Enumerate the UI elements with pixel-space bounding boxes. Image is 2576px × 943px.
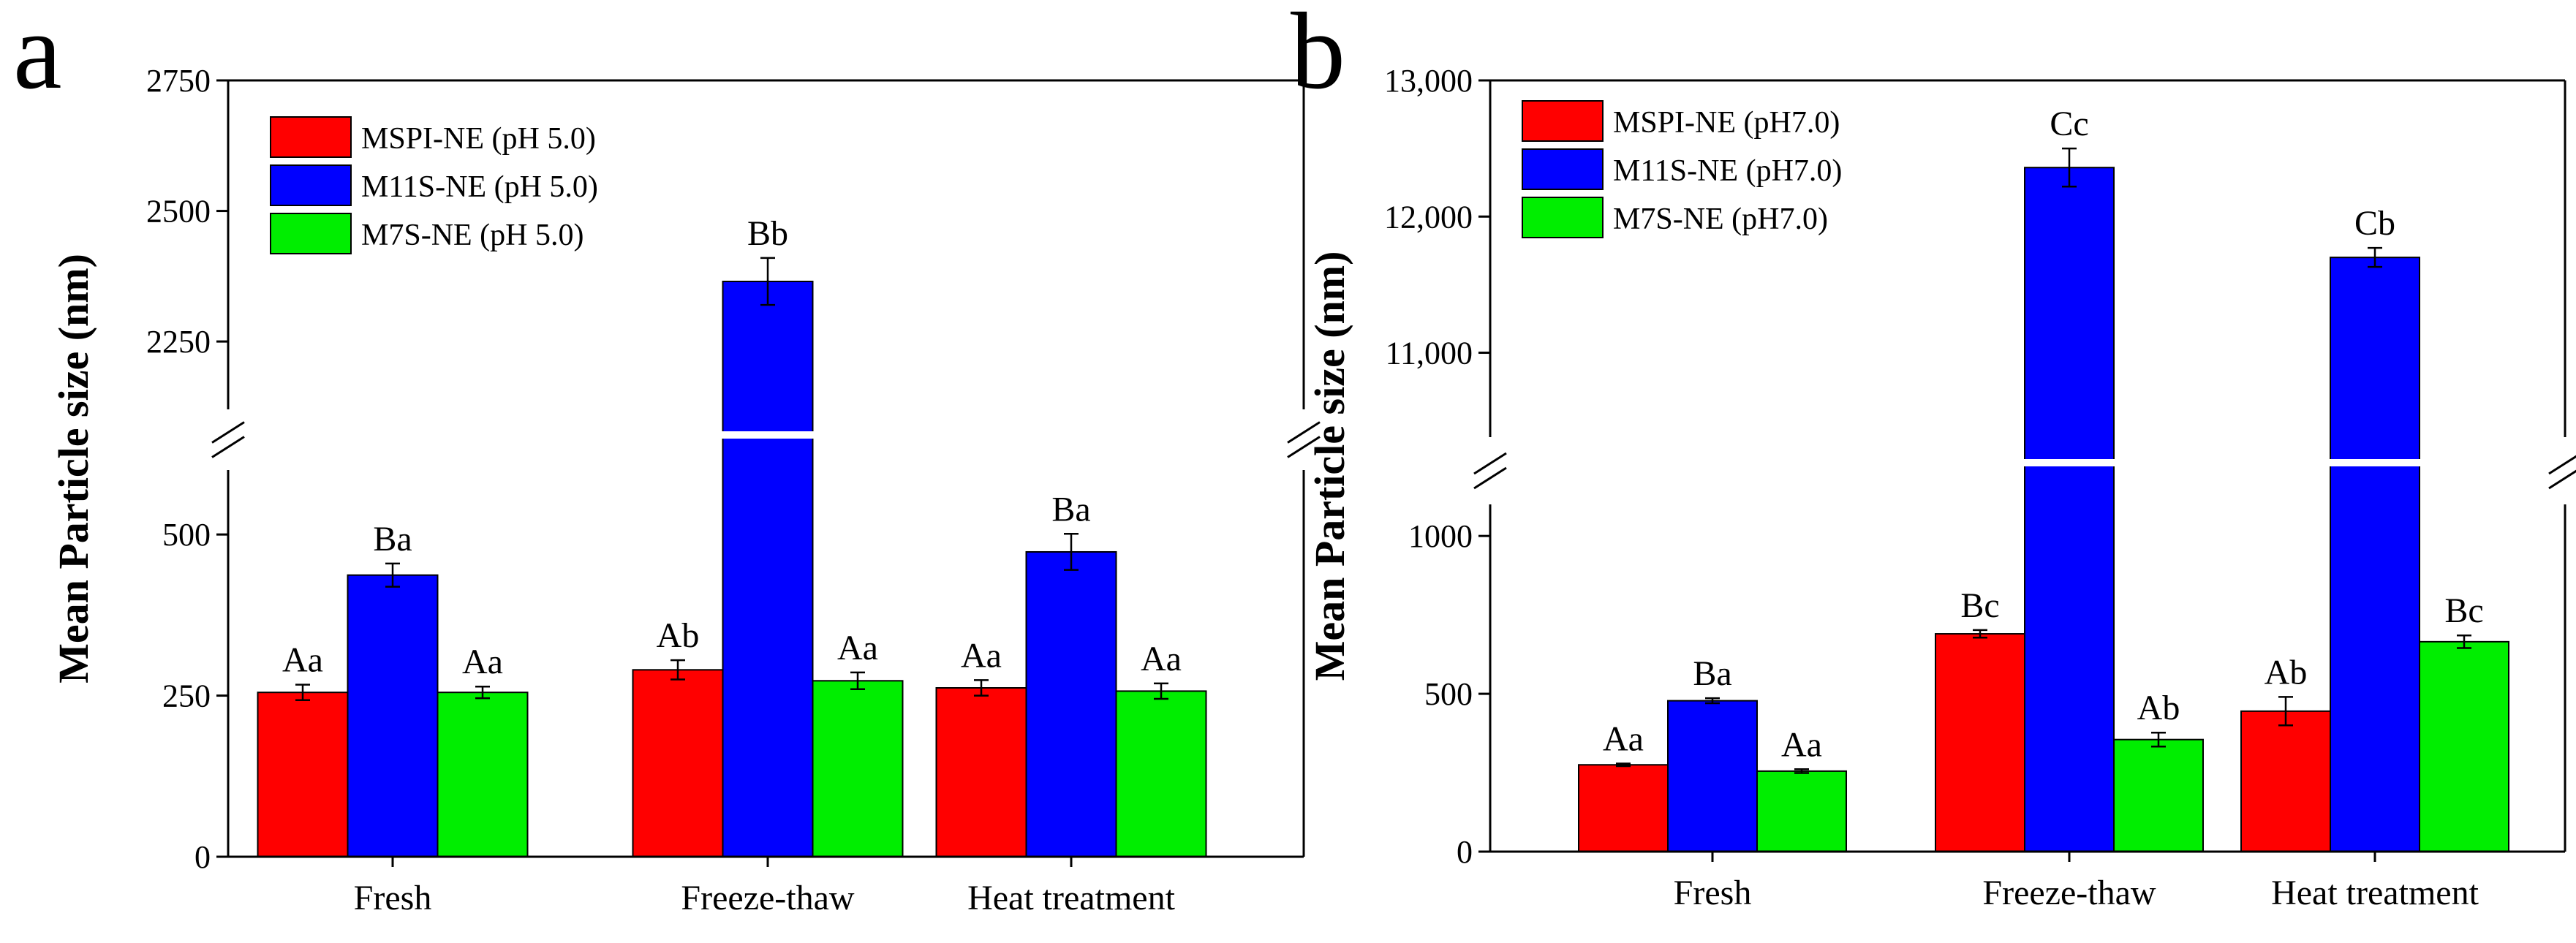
panel-letter: a [13, 0, 62, 112]
bar-m11s-ne-2 [1025, 550, 1117, 857]
chart-panel-b: b Mean Particle size (nm) Aa Bc Ab Ba Cc Cb Aa Ab… [1291, 0, 2576, 912]
bar-m7s-ne-2 [1115, 690, 1207, 858]
y-tick-label: 500 [1424, 676, 1473, 712]
significance-label: Aa [1603, 720, 1644, 759]
y-tick-label: 2750 [146, 63, 211, 99]
significance-label: Aa [462, 643, 503, 681]
y-tick-label: 2500 [146, 194, 211, 230]
x-tick-label: Heat treatment [967, 879, 1176, 917]
legend-label: MSPI-NE (pH 5.0) [361, 122, 596, 156]
significance-label: Aa [1781, 725, 1822, 764]
x-tick-label: Freeze-thaw [1982, 874, 2156, 912]
bar-mspi-ne-1 [632, 669, 724, 857]
bar-m7s-ne-0 [1756, 770, 1847, 852]
significance-label: Ba [373, 520, 412, 558]
axis-break-mark [1473, 466, 1507, 490]
y-tick-label: 0 [1457, 834, 1473, 870]
axis-break-gap [230, 431, 1302, 439]
bar-m7s-ne-0 [437, 692, 529, 857]
y-tick-label: 13,000 [1384, 63, 1473, 99]
legend-swatch [1522, 100, 1604, 142]
bar-mspi-ne-2 [935, 687, 1027, 858]
legend-swatch [270, 116, 352, 158]
y-tick-label: 250 [162, 678, 211, 714]
x-tick-label: Fresh [354, 879, 432, 917]
bar-mspi-ne-0 [257, 692, 349, 857]
y-tick-label: 11,000 [1386, 336, 1473, 371]
axis-break-mark [1287, 436, 1321, 458]
y-tick-label: 2250 [146, 324, 211, 360]
legend-label: M11S-NE (pH7.0) [1613, 154, 1842, 188]
bar-m11s-ne-2 [2330, 257, 2420, 852]
significance-label: Cc [2050, 105, 2088, 143]
significance-label: Aa [282, 641, 323, 680]
bar-m7s-ne-1 [812, 680, 904, 857]
legend-label: M11S-NE (pH 5.0) [361, 170, 598, 204]
significance-label: Cb [2354, 204, 2395, 243]
bar-m7s-ne-1 [2113, 738, 2204, 852]
y-tick-label: 1000 [1408, 518, 1473, 554]
significance-label: Ab [2137, 689, 2180, 727]
y-axis-label: Mean Particle size (nm) [50, 254, 97, 683]
significance-label: Bc [1960, 586, 1999, 625]
bar-mspi-ne-2 [2240, 710, 2331, 852]
significance-label: Ba [1051, 490, 1090, 529]
significance-label: Aa [961, 636, 1002, 675]
panel-letter: b [1291, 0, 1345, 112]
bar-m11s-ne-0 [1667, 700, 1758, 852]
legend-swatch [1522, 197, 1604, 238]
significance-label: Bb [747, 214, 788, 253]
y-tick-label: 500 [162, 517, 211, 553]
significance-label: Ab [2265, 653, 2308, 692]
significance-label: Aa [1141, 640, 1182, 678]
legend-label: MSPI-NE (pH7.0) [1613, 106, 1840, 140]
legend-swatch [270, 164, 352, 206]
y-tick-label: 0 [194, 839, 211, 875]
x-tick-label: Freeze-thaw [681, 879, 855, 917]
axis-break-mark [1287, 421, 1321, 444]
axis-break-mark [211, 421, 245, 444]
significance-label: Ab [657, 616, 700, 655]
bar-mspi-ne-0 [1578, 764, 1669, 852]
y-tick-label: 12,000 [1384, 199, 1473, 235]
significance-label: Aa [837, 629, 878, 667]
legend-swatch [1522, 148, 1604, 190]
significance-label: Bc [2444, 591, 2483, 630]
bar-m11s-ne-0 [347, 574, 439, 857]
legend-swatch [270, 213, 352, 254]
axis-break-gap [1492, 459, 2564, 466]
x-tick-label: Fresh [1674, 874, 1752, 912]
bar-mspi-ne-1 [1935, 633, 2025, 853]
chart-panel-a: a Mean Particle size (nm) Aa Ab Aa Ba Bb Ba Aa Aa… [13, 0, 1321, 917]
bar-m11s-ne-1 [722, 281, 814, 857]
bar-m7s-ne-2 [2419, 640, 2509, 852]
significance-label: Ba [1693, 654, 1731, 693]
y-axis-label: Mean Particle size (nm) [1306, 251, 1353, 681]
axis-break-mark [1473, 452, 1507, 475]
x-tick-label: Heat treatment [2271, 874, 2479, 912]
legend-label: M7S-NE (pH7.0) [1613, 202, 1828, 236]
axis-break-mark [211, 436, 245, 458]
bar-m11s-ne-1 [2024, 167, 2115, 852]
legend-label: M7S-NE (pH 5.0) [361, 219, 583, 252]
